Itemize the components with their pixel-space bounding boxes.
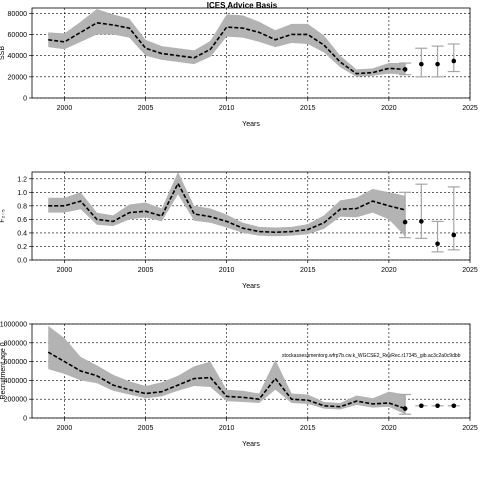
- panel1-x-tick-label: 2010: [219, 105, 235, 112]
- panel2-frame: [31, 171, 471, 261]
- panel1-projection-point: [419, 61, 424, 67]
- panel3-projection-point: [435, 403, 440, 409]
- panel1-x-tick-label: 2025: [462, 105, 478, 112]
- panel3-x-tick-label: 2005: [138, 425, 154, 432]
- panel3-x-tick-label: 2020: [381, 425, 397, 432]
- panel3-projection-point: [419, 403, 424, 409]
- panel3-confidence-band: [48, 325, 406, 415]
- panel2-confidence-band: [48, 172, 406, 237]
- panel3-frame: [31, 323, 471, 419]
- panel3-projection-point: [402, 406, 408, 411]
- panel2-y-tick-label: 0.6: [17, 217, 27, 224]
- panel1-y-tick-label: 60000: [8, 32, 28, 39]
- panel2-x-tick-label: 2015: [300, 267, 316, 274]
- panel1-x-axis-label: Years: [242, 121, 260, 128]
- panel3-x-tick-label: 2000: [57, 425, 73, 432]
- panel3-y-tick-label: 600000: [4, 359, 27, 366]
- panel1-frame: [31, 7, 471, 99]
- panel1-confidence-band: [48, 9, 406, 77]
- panel3-x-tick-label: 2015: [300, 425, 316, 432]
- panel1-projection-point: [451, 58, 457, 64]
- panel2-x-axis-label: Years: [242, 283, 260, 290]
- panel2-y-axis-label: F₂₋₅: [0, 209, 6, 223]
- panel3-y-tick-label: 800000: [4, 340, 27, 347]
- panel1-x-tick-label: 2000: [57, 105, 73, 112]
- panel2-y-tick-label: 0.0: [17, 258, 27, 265]
- panel3-y-tick-label: 0: [23, 416, 27, 423]
- panel3-projection-point: [451, 403, 457, 409]
- panel3-y-tick-label: 200000: [4, 397, 27, 404]
- panel2-x-tick-label: 2010: [219, 267, 235, 274]
- panel1-y-tick-label: 20000: [8, 74, 28, 81]
- panel3-y-tick-label: 400000: [4, 378, 27, 385]
- panel2-y-tick-label: 0.4: [17, 230, 27, 237]
- panel1-projection-point: [435, 61, 440, 67]
- panel2-projection-point: [435, 241, 440, 247]
- panel1-y-tick-label: 40000: [8, 53, 28, 60]
- panel2-x-tick-label: 2000: [57, 267, 73, 274]
- panel3-y-tick-label: 1000000: [0, 322, 27, 329]
- panel2-x-tick-label: 2025: [462, 267, 478, 274]
- chart-title: ICES Advice Basis: [207, 1, 278, 10]
- panel2-x-tick-label: 2005: [138, 267, 154, 274]
- panel2-projection-point: [402, 219, 408, 225]
- panel1-x-tick-label: 2020: [381, 105, 397, 112]
- panel1-y-tick-label: 80000: [8, 11, 28, 18]
- panel3-x-axis-label: Years: [242, 441, 260, 448]
- panel2-y-tick-label: 1.0: [17, 190, 27, 197]
- panel2-estimate-line: [48, 181, 406, 234]
- run-annotation: stockassessmentorg.wfrp7b.cw.k_WGCSE2_Re…: [282, 353, 461, 359]
- panel1-x-tick-label: 2005: [138, 105, 154, 112]
- panel2-y-tick-label: 0.8: [17, 203, 27, 210]
- panel1-y-axis-label: SSB: [0, 46, 6, 60]
- panel3-y-axis-label: Recruitment age 0: [0, 342, 7, 399]
- panel2-y-tick-label: 1.2: [17, 176, 27, 183]
- panel2-x-tick-label: 2020: [381, 267, 397, 274]
- panel1-x-tick-label: 2015: [300, 105, 316, 112]
- panel1-y-tick-label: 0: [23, 96, 27, 103]
- panel3-estimate-line: [47, 351, 406, 410]
- panel2-y-tick-label: 0.2: [17, 244, 27, 251]
- panel2-projection-point: [419, 219, 424, 224]
- panel3-x-tick-label: 2010: [219, 425, 235, 432]
- panel3-x-tick-label: 2025: [462, 425, 478, 432]
- panel2-projection-point: [451, 232, 457, 238]
- panel1-projection-point: [402, 67, 408, 72]
